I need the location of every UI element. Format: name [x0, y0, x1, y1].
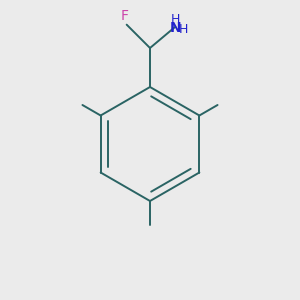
Text: H: H — [171, 13, 180, 26]
Text: N: N — [169, 21, 181, 35]
Text: H: H — [179, 23, 188, 36]
Text: F: F — [120, 9, 128, 23]
